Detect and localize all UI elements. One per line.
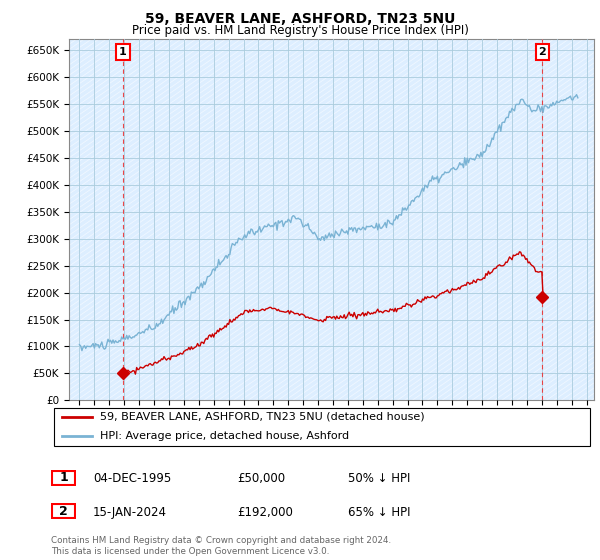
Text: 59, BEAVER LANE, ASHFORD, TN23 5NU: 59, BEAVER LANE, ASHFORD, TN23 5NU: [145, 12, 455, 26]
Text: 04-DEC-1995: 04-DEC-1995: [93, 472, 171, 486]
Text: Contains HM Land Registry data © Crown copyright and database right 2024.
This d: Contains HM Land Registry data © Crown c…: [51, 536, 391, 556]
FancyBboxPatch shape: [54, 408, 590, 446]
Text: 2: 2: [539, 47, 546, 57]
Text: 59, BEAVER LANE, ASHFORD, TN23 5NU (detached house): 59, BEAVER LANE, ASHFORD, TN23 5NU (deta…: [100, 412, 424, 422]
Text: £50,000: £50,000: [237, 472, 285, 486]
Text: 1: 1: [59, 471, 68, 484]
Text: HPI: Average price, detached house, Ashford: HPI: Average price, detached house, Ashf…: [100, 431, 349, 441]
FancyBboxPatch shape: [52, 504, 75, 519]
Text: 1: 1: [119, 47, 127, 57]
Text: £192,000: £192,000: [237, 506, 293, 519]
Text: 50% ↓ HPI: 50% ↓ HPI: [348, 472, 410, 486]
FancyBboxPatch shape: [52, 470, 75, 485]
Text: 65% ↓ HPI: 65% ↓ HPI: [348, 506, 410, 519]
Text: Price paid vs. HM Land Registry's House Price Index (HPI): Price paid vs. HM Land Registry's House …: [131, 24, 469, 36]
Text: 2: 2: [59, 505, 68, 518]
Text: 15-JAN-2024: 15-JAN-2024: [93, 506, 167, 519]
